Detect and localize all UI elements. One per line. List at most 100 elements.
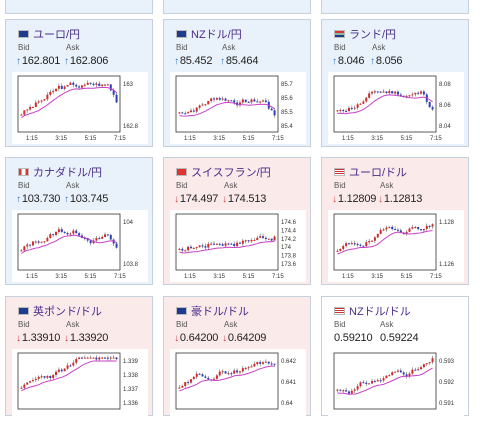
price-chart[interactable]: 0.593 0.592 0.591 [328,349,464,421]
ask-label: Ask [224,320,238,329]
candle-body [350,107,353,109]
candle-body [63,368,66,372]
candle-body [37,241,40,243]
price-chart[interactable]: 104 103.8 1:15 3:15 5:15 7:15 [12,210,148,282]
candle-body [373,381,376,383]
price-chart[interactable]: 1.128 1.126 1:15 3:15 5:15 7:15 [328,210,464,282]
arrow-up-icon: ↑ [370,56,375,67]
rate-card-nzdusd[interactable]: NZドル/ドル Bid Ask 0.59210 0.59224 0.593 0.5… [321,296,469,421]
y-tick-label: 8.08 [439,82,451,88]
rate-card-eurjpy[interactable]: ユーロ/円 Bid Ask ↑162.801 ↑162.806 163 162.8… [5,19,153,147]
moving-average-line [337,367,433,395]
candle-body [238,371,241,373]
candle-body [26,109,29,111]
candle-body [72,362,75,366]
rate-card-gbpusd[interactable]: 英ポンド/ドル Bid Ask ↓1.33910 ↓1.33920 1.339 1… [5,296,153,421]
candle-body [422,91,425,95]
rate-card-cadjpy[interactable]: カナダドル/円 Bid Ask ↑103.730 ↑103.745 104 103… [5,157,153,285]
y-tick-label: 1.339 [123,359,139,365]
candle-body [365,97,368,102]
candle-body [204,376,207,378]
candle-body [399,94,402,96]
candle-body [253,363,256,367]
rate-card-nzdjpy[interactable]: NZドル/円 Bid Ask ↑85.452 ↑85.464 85.7 85.6 8… [163,19,311,147]
candle-body [215,375,218,379]
candle-body [371,240,374,242]
candle-body [262,100,265,102]
arrow-down-icon: ↓ [222,194,227,205]
rate-card-zarjpy[interactable]: ランド/円 Bid Ask ↑8.046 ↑8.056 8.08 8.06 8.04… [321,19,469,147]
rate-card-audusd[interactable]: 豪ドル/ドル Bid Ask ↓0.64200 ↓0.64209 0.642 0.… [163,296,311,421]
y-tick-label: 174.6 [281,220,297,226]
candle-body [66,85,69,87]
rate-card-partial-3[interactable] [321,0,469,14]
candle-body [244,99,247,102]
candle-body [270,238,273,241]
candle-body [365,382,368,384]
y-tick-label: 162.8 [123,124,139,130]
candle-body [104,84,107,86]
bid-label: Bid [18,181,30,190]
ask-price: ↑85.464 [220,55,259,67]
candle-body [373,91,376,93]
candle-body [89,240,92,244]
price-chart[interactable]: 8.08 8.06 8.04 1:15 3:15 5:15 7:15 [328,72,464,144]
candle-body [224,98,227,101]
candle-body [241,240,244,244]
x-tick-label: 5:15 [401,136,413,142]
candle-body [115,94,118,103]
flag-gb-icon [18,307,29,315]
candle-body [362,245,365,247]
arrow-down-icon: ↓ [64,333,69,344]
ask-label: Ask [66,43,80,52]
candle-body [345,243,348,246]
candle-body [207,101,210,105]
candle-body [210,243,213,245]
y-tick-label: 85.7 [281,82,293,88]
price-chart[interactable]: 0.642 0.641 0.64 [170,349,306,421]
candle-body [29,244,32,246]
price-chart[interactable]: 163 162.8 1:15 3:15 5:15 7:15 [12,72,148,144]
rate-card-partial-1[interactable] [5,0,153,14]
candle-body [187,246,190,251]
ask-price: ↑103.745 [64,193,109,205]
price-chart[interactable]: 1.339 1.338 1.337 1.336 [12,349,148,421]
candle-body [198,373,201,375]
candle-body [98,83,101,87]
candle-body [273,236,276,241]
rate-card-eurusd[interactable]: ユーロ/ドル Bid Ask ↓1.12809 ↓1.12813 1.128 1.… [321,157,469,285]
candle-body [189,246,192,249]
candle-body [396,370,399,372]
candle-body [75,359,78,363]
candle-body [227,373,230,375]
x-tick-label: 7:15 [430,136,442,142]
plot-frame [333,213,437,271]
candle-body [428,225,431,227]
candle-body [60,229,63,232]
candle-body [339,389,342,391]
candle-body [247,240,250,242]
ask-label: Ask [380,320,394,329]
candle-body [253,240,256,242]
candle-body [49,91,52,95]
candle-body [69,365,72,367]
candle-body [95,238,98,241]
candle-body [92,357,95,359]
candle-body [43,376,46,378]
bid-price: ↑103.730 [16,193,61,205]
candle-body [66,365,69,369]
candle-body [238,242,241,244]
rate-card-chfjpy[interactable]: スイスフラン/円 Bid Ask ↓174.497 ↓174.513 174.6… [163,157,311,285]
candle-body [379,91,382,93]
rate-card-partial-2[interactable] [163,0,311,14]
candle-body [391,91,394,94]
candle-body [411,369,414,374]
candle-body [204,246,207,248]
candle-body [221,371,224,373]
price-chart[interactable]: 174.6 174.4 174.2 174 173.8 173.6 1:15 3:15 5:15… [170,210,306,282]
price-chart[interactable]: 85.7 85.6 85.5 85.4 1:15 3:15 5:15 7:15 [170,72,306,144]
candle-body [417,369,420,371]
candle-body [414,369,417,371]
candle-body [270,108,273,111]
candle-body [40,376,43,378]
